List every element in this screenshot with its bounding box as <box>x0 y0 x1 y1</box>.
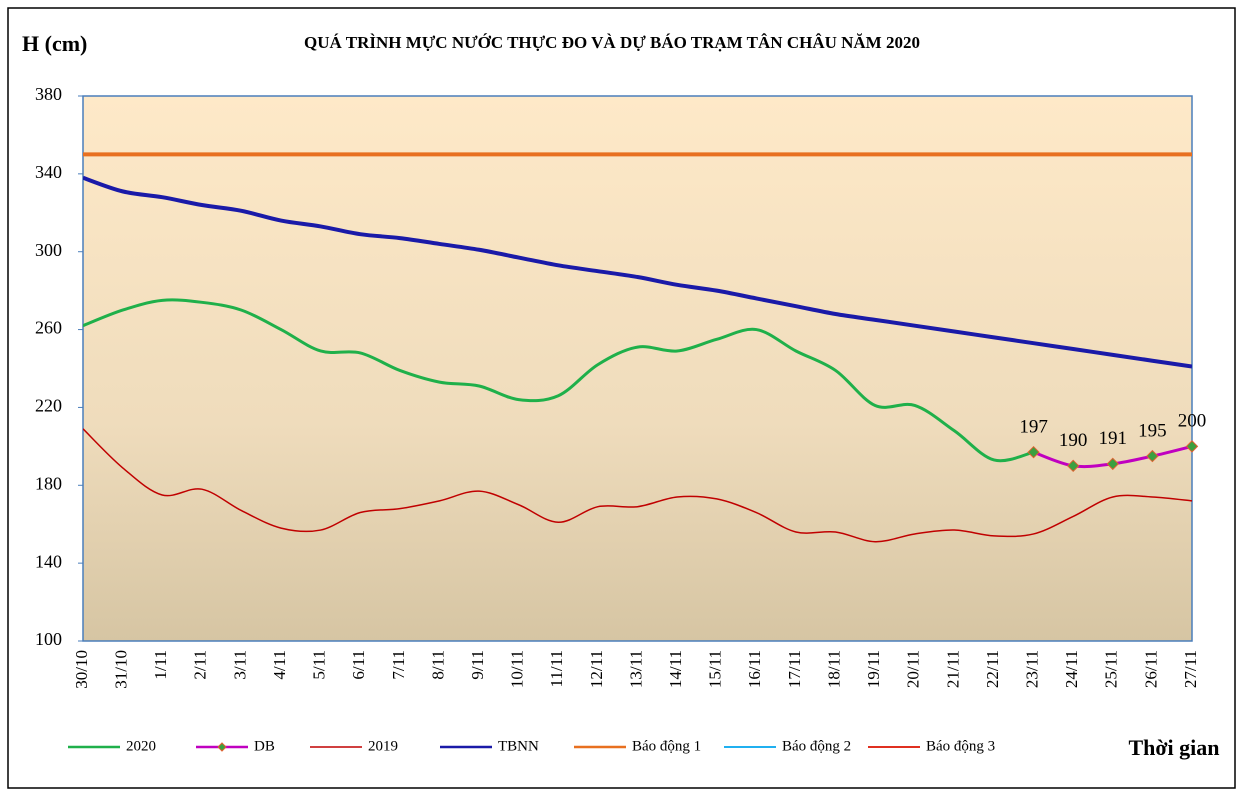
data-point <box>1106 457 1119 471</box>
plot-lines <box>83 152 1192 543</box>
x-tick-label: 6/11 <box>349 650 368 680</box>
x-tick-label: 3/11 <box>230 650 249 680</box>
legend-marker <box>217 742 227 752</box>
x-tick-label: 21/11 <box>943 650 962 688</box>
data-point <box>1066 459 1080 473</box>
x-tick-label: 5/11 <box>310 650 329 680</box>
legend-label: 2020 <box>126 738 156 754</box>
chart-title: QUÁ TRÌNH MỰC NƯỚC THỰC ĐO VÀ DỰ BÁO TRẠ… <box>304 33 920 52</box>
legend-label: DB <box>254 738 275 754</box>
series-line <box>83 428 1192 543</box>
y-tick-label: 340 <box>35 162 62 182</box>
y-tick-label: 380 <box>35 84 62 104</box>
data-label: 197 <box>1019 417 1048 438</box>
x-tick-label: 22/11 <box>983 650 1002 688</box>
x-axis-title: Thời gian <box>1128 735 1219 760</box>
x-tick-label: 25/11 <box>1102 650 1121 688</box>
y-tick-label: 100 <box>35 629 62 649</box>
x-tick-label: 11/11 <box>547 650 566 687</box>
data-point <box>1027 445 1040 459</box>
x-tick-label: 23/11 <box>1022 650 1041 688</box>
x-tick-label: 14/11 <box>666 650 685 688</box>
x-tick-label: 2/11 <box>191 650 210 680</box>
x-tick-label: 7/11 <box>389 650 408 680</box>
data-point <box>1146 449 1159 463</box>
x-tick-label: 4/11 <box>270 650 289 680</box>
x-tick-label: 12/11 <box>587 650 606 688</box>
data-label: 191 <box>1099 428 1128 449</box>
series-line <box>83 175 1192 369</box>
x-tick-label: 19/11 <box>864 650 883 688</box>
data-point <box>1185 440 1199 453</box>
plot-area <box>82 95 1193 642</box>
x-tick-label: 10/11 <box>508 650 527 688</box>
data-label: 190 <box>1059 430 1088 451</box>
x-tick-label: 30/10 <box>72 650 91 689</box>
y-tick-label: 300 <box>35 240 62 260</box>
y-tick-label: 220 <box>35 396 62 416</box>
y-tick-label: 260 <box>35 318 62 338</box>
legend-label: Báo động 3 <box>926 738 995 754</box>
x-tick-label: 27/11 <box>1181 650 1200 688</box>
x-tick-label: 26/11 <box>1141 650 1160 688</box>
legend-label: Báo động 1 <box>632 738 701 754</box>
x-tick-label: 8/11 <box>428 650 447 680</box>
legend-label: TBNN <box>498 738 539 754</box>
x-tick-label: 17/11 <box>785 650 804 688</box>
y-tick-label: 180 <box>35 473 62 493</box>
y-axis-title: H (cm) <box>22 31 87 56</box>
data-label: 195 <box>1138 420 1167 441</box>
data-label: 200 <box>1178 411 1207 432</box>
x-tick-label: 13/11 <box>626 650 645 688</box>
x-tick-label: 1/11 <box>151 650 170 680</box>
x-tick-label: 24/11 <box>1062 650 1081 688</box>
x-tick-label: 31/10 <box>112 650 131 689</box>
legend-label: Báo động 2 <box>782 738 851 754</box>
y-tick-label: 140 <box>35 551 62 571</box>
x-tick-label: 20/11 <box>904 650 923 688</box>
x-tick-label: 16/11 <box>745 650 764 688</box>
x-tick-label: 9/11 <box>468 650 487 680</box>
legend-label: 2019 <box>368 738 398 754</box>
series-line <box>83 298 1034 463</box>
x-tick-label: 18/11 <box>824 650 843 688</box>
x-tick-label: 15/11 <box>706 650 725 688</box>
